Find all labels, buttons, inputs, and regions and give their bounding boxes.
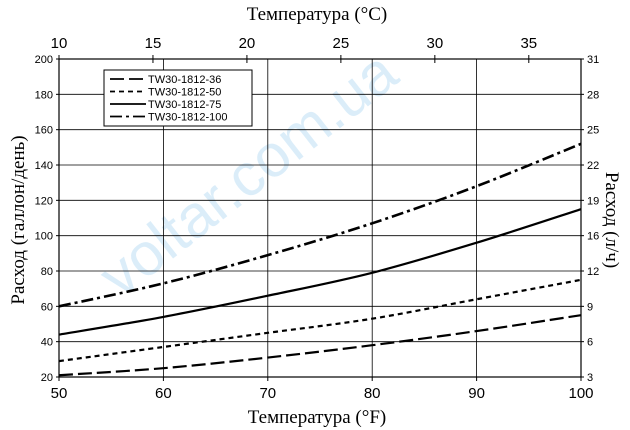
top-tick-label: 35 bbox=[520, 35, 537, 52]
y-tick-label: 160 bbox=[35, 125, 53, 137]
axes: 50 60 70 80 90 100 20 40 60 80 100 120 140 160 180 200 1… bbox=[35, 35, 600, 402]
right-tick-label: 12 bbox=[587, 266, 599, 278]
x-tick-label: 100 bbox=[568, 385, 593, 402]
y-tick-label: 20 bbox=[41, 372, 53, 384]
y-tick-label: 100 bbox=[35, 231, 53, 243]
legend-entry-label: TW30-1812-50 bbox=[148, 87, 221, 99]
grid bbox=[59, 59, 581, 377]
y-tick-label: 80 bbox=[41, 266, 53, 278]
legend: TW30-1812-36TW30-1812-50TW30-1812-75TW30… bbox=[103, 69, 253, 127]
right-tick-label: 19 bbox=[587, 195, 599, 207]
right-tick-label: 22 bbox=[587, 160, 599, 172]
x-tick-label: 80 bbox=[364, 385, 381, 402]
top-tick-label: 10 bbox=[51, 35, 68, 52]
series-line-tw30-1812-50 bbox=[58, 278, 582, 363]
right-tick-label: 3 bbox=[587, 372, 593, 384]
x-tick-label: 60 bbox=[155, 385, 172, 402]
x-axis-title-bottom: Температура (°F) bbox=[248, 407, 386, 428]
top-tick-label: 15 bbox=[145, 35, 162, 52]
legend-entry-label: TW30-1812-100 bbox=[148, 112, 228, 124]
top-tick-label: 20 bbox=[239, 35, 256, 52]
right-tick-label: 6 bbox=[587, 337, 593, 349]
legend-entry-label: TW30-1812-75 bbox=[148, 99, 221, 111]
x-tick-label: 90 bbox=[468, 385, 485, 402]
y-tick-label: 120 bbox=[35, 195, 53, 207]
right-tick-label: 9 bbox=[587, 301, 593, 313]
plot-frame bbox=[58, 58, 582, 378]
y-tick-label: 60 bbox=[41, 301, 53, 313]
y-tick-label: 40 bbox=[41, 337, 53, 349]
series-line-tw30-1812-75 bbox=[58, 208, 582, 336]
legend-box bbox=[103, 69, 253, 127]
y-tick-label: 200 bbox=[35, 54, 53, 66]
right-tick-label: 28 bbox=[587, 89, 599, 101]
series-line-tw30-1812-36 bbox=[58, 314, 582, 377]
right-tick-label: 25 bbox=[587, 125, 599, 137]
legend-entry-label: TW30-1812-36 bbox=[148, 74, 221, 86]
y-tick-label: 140 bbox=[35, 160, 53, 172]
y-axis-title-right: Расход (л/ч) bbox=[601, 172, 622, 268]
series-line-tw30-1812-100 bbox=[58, 142, 582, 308]
top-tick-label: 25 bbox=[333, 35, 350, 52]
right-tick-label: 16 bbox=[587, 231, 599, 243]
x-axis-title-top: Температура (°С) bbox=[247, 4, 388, 25]
y-axis-title-left: Расход (галлон/день) bbox=[8, 135, 29, 304]
right-tick-label: 31 bbox=[587, 54, 599, 66]
y-tick-label: 180 bbox=[35, 89, 53, 101]
x-tick-label: 70 bbox=[259, 385, 276, 402]
series-lines bbox=[58, 142, 582, 377]
top-tick-label: 30 bbox=[426, 35, 443, 52]
x-tick-label: 50 bbox=[51, 385, 68, 402]
